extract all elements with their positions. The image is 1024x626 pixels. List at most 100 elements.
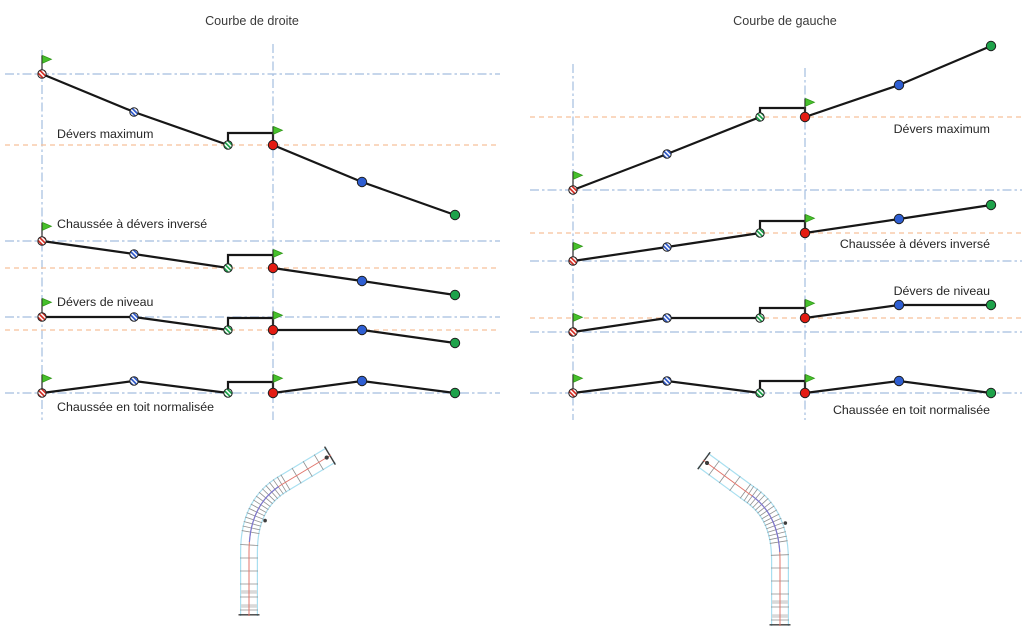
profile-polyline [42,315,456,345]
marker-green-hatched [755,228,765,238]
marker-green-solid [985,299,997,311]
plan-voie-courbe-gauche [697,451,791,626]
label-chaussee-en-toit-gauche: Chaussée en toit normalisée [832,403,990,417]
label-chaussee-devers-inverse-droite: Chaussée à dévers inversé [57,217,208,231]
marker-red-hatched [568,388,578,398]
marker-blue-hatched [662,242,672,252]
profile-polyline [572,203,992,263]
marker-red-solid [799,312,811,324]
flag-icon [41,221,53,238]
devers-profile-row [530,40,1022,195]
devers-profile-row [530,199,1022,266]
road-transition-centerline [248,486,280,543]
marker-green-hatched [223,325,233,335]
flag-icon [272,373,284,390]
marker-red-solid [267,387,279,399]
marker-red-hatched [568,327,578,337]
station-dot [783,521,788,525]
flag-icon [272,248,284,265]
devers-profile-row [5,221,500,301]
flag-icon [804,373,816,390]
marker-red-solid [267,139,279,151]
diagram-courbe-de-droite [5,44,500,420]
marker-green-solid [985,40,997,52]
diagram-courbe-de-gauche [530,40,1022,420]
marker-blue-solid [893,213,905,225]
profile-polyline [41,72,456,217]
marker-blue-hatched [129,312,139,322]
marker-red-solid [267,262,279,274]
flag-icon [804,97,816,114]
marker-blue-solid [356,375,368,387]
marker-green-solid [449,289,461,301]
road-transition-centerline [751,495,781,553]
flag-icon [41,297,53,314]
marker-red-hatched [37,312,47,322]
marker-red-solid [799,387,811,399]
label-devers-de-niveau-gauche: Dévers de niveau [893,284,990,298]
marker-green-hatched [223,388,233,398]
end-station-dot [324,455,329,460]
devers-profile-row [530,298,1022,337]
flag-icon [804,298,816,315]
flag-icon [41,54,53,71]
profile-polyline [41,379,456,395]
marker-blue-solid [893,375,905,387]
marker-green-hatched [755,313,765,323]
flag-icon [272,310,284,327]
marker-blue-solid [356,324,368,336]
title-courbe-de-droite: Courbe de droite [205,14,299,28]
flag-icon [572,170,584,187]
marker-green-hatched [755,388,765,398]
marker-green-solid [985,199,997,211]
flag-icon [804,213,816,230]
marker-blue-solid [893,79,905,91]
label-devers-de-niveau-droite: Dévers de niveau [57,295,154,309]
marker-blue-solid [356,275,368,287]
marker-green-hatched [223,140,233,150]
label-devers-maximum-gauche: Dévers maximum [893,122,990,136]
marker-blue-solid [356,176,368,188]
marker-blue-hatched [662,376,672,386]
flag-icon [572,312,584,329]
marker-red-hatched [568,256,578,266]
marker-red-hatched [37,388,47,398]
profile-polyline [572,303,991,334]
devers-profile-row [5,297,500,349]
flag-icon [572,373,584,390]
marker-red-solid [267,324,279,336]
marker-blue-hatched [662,313,672,323]
marker-green-solid [985,387,997,399]
flag-icon [572,241,584,258]
devers-profile-row [5,54,500,221]
marker-red-hatched [37,236,47,246]
plan-voie-courbe-droite [238,446,336,616]
marker-blue-hatched [129,107,139,117]
marker-red-solid [799,227,811,239]
label-chaussee-en-toit-droite: Chaussée en toit normalisée [57,400,215,414]
marker-blue-hatched [129,376,139,386]
profile-polyline [41,239,456,297]
end-station-dot [704,460,710,466]
marker-blue-hatched [662,149,672,159]
profile-polyline [572,44,992,192]
station-dot [263,518,267,523]
road-centerline [248,454,332,616]
devers-profile-row [530,373,1022,399]
profile-polyline [572,379,992,395]
devers-profile-row [5,373,500,399]
marker-green-solid [449,337,461,349]
title-courbe-de-gauche: Courbe de gauche [733,14,837,28]
flag-icon [272,125,284,142]
marker-blue-hatched [129,249,139,259]
marker-red-solid [799,111,811,123]
marker-green-solid [449,387,461,399]
marker-blue-solid [893,299,905,311]
marker-green-hatched [755,112,765,122]
marker-green-hatched [223,263,233,273]
flag-icon [41,373,53,390]
marker-red-hatched [568,185,578,195]
marker-green-solid [449,209,461,221]
